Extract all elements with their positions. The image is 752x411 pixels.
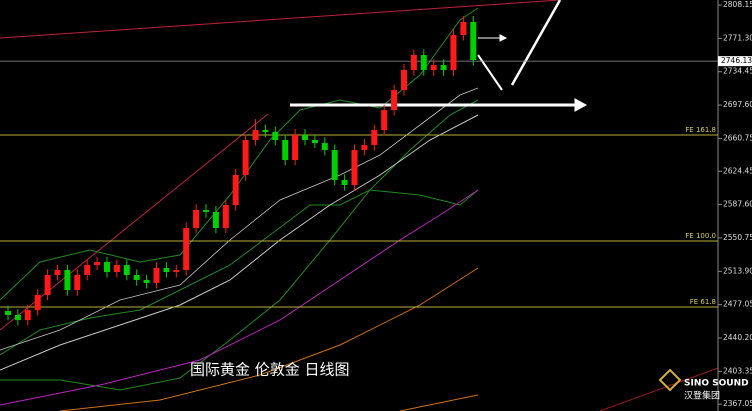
candle-body — [262, 130, 269, 133]
candle-body — [401, 70, 407, 91]
candle-body — [104, 262, 110, 273]
fib-label: FE 61.8 — [690, 298, 716, 306]
fib-label: FE 100.0 — [685, 232, 716, 240]
candle-body — [391, 90, 398, 111]
y-tick-label: 2550.75 — [723, 233, 752, 242]
candle-body — [450, 35, 457, 71]
chart-title: 国际黄金 伦敦金 日线图 — [190, 361, 350, 379]
candle-body — [371, 130, 378, 146]
candle-body — [292, 135, 299, 160]
y-tick-label: 2734.45 — [723, 67, 752, 76]
brand-name-cn: 汉登集团 — [684, 390, 720, 402]
y-tick-label: 2808.15 — [723, 0, 752, 9]
candle-body — [331, 150, 338, 180]
y-tick-label: 2477.05 — [723, 300, 752, 309]
candle-body — [84, 265, 91, 275]
candle-body — [302, 135, 308, 140]
y-tick-label: 2697.60 — [723, 100, 752, 109]
fib-label: FE 161.8 — [685, 126, 716, 134]
candle-body — [183, 228, 190, 271]
candle-body — [381, 110, 388, 131]
y-tick-label: 2403.35 — [723, 366, 752, 375]
candle-body — [470, 21, 477, 60]
candle-body — [361, 145, 368, 151]
candle-body — [163, 268, 170, 273]
y-tick-label: 2660.75 — [723, 133, 752, 142]
current-price-label: 2746.13 — [721, 56, 752, 65]
indicators — [0, 0, 719, 411]
logo: SINO SOUND 汉登集团 — [658, 368, 749, 402]
candle-body — [341, 179, 348, 186]
candle-body — [173, 270, 180, 273]
candle-body — [282, 139, 289, 160]
candle-body — [94, 262, 101, 266]
y-tick-label: 2513.90 — [723, 266, 752, 275]
candle-body — [34, 294, 41, 311]
candle-body — [212, 212, 219, 229]
candle-body — [193, 210, 200, 229]
current-price-box — [718, 56, 752, 67]
y-tick-label: 2624.45 — [723, 166, 752, 175]
candle-body — [203, 210, 209, 213]
candle-body — [5, 311, 11, 315]
y-tick-label: 2771.30 — [723, 33, 752, 42]
candle-body — [272, 132, 279, 140]
candle-body — [64, 270, 71, 291]
y-tick-label: 2587.60 — [723, 200, 752, 209]
candle-body — [252, 130, 259, 140]
arrows — [290, 0, 588, 112]
candle-body — [232, 175, 239, 206]
candle-body — [14, 314, 21, 321]
candle-body — [133, 274, 140, 280]
candle-body — [321, 143, 328, 151]
candle-body — [242, 139, 249, 176]
y-tick-label: 2440.20 — [723, 333, 752, 342]
y-tick-label: 2367.05 — [723, 399, 752, 408]
candle-body — [440, 65, 447, 71]
candle-body — [410, 55, 417, 71]
candle-body — [153, 268, 160, 283]
candle-body — [24, 310, 31, 321]
candle-body — [420, 55, 427, 71]
candle-body — [311, 139, 318, 144]
candle-body — [143, 279, 150, 283]
brand-name: SINO SOUND — [684, 379, 749, 389]
candle-body — [460, 21, 467, 36]
candle-body — [113, 265, 120, 273]
candle-body — [351, 150, 358, 186]
candle-body — [123, 265, 130, 275]
candle-body — [430, 65, 437, 71]
candle-body — [44, 274, 51, 295]
candle-body — [54, 270, 61, 275]
candle-body — [74, 274, 81, 291]
candle-body — [222, 205, 229, 229]
